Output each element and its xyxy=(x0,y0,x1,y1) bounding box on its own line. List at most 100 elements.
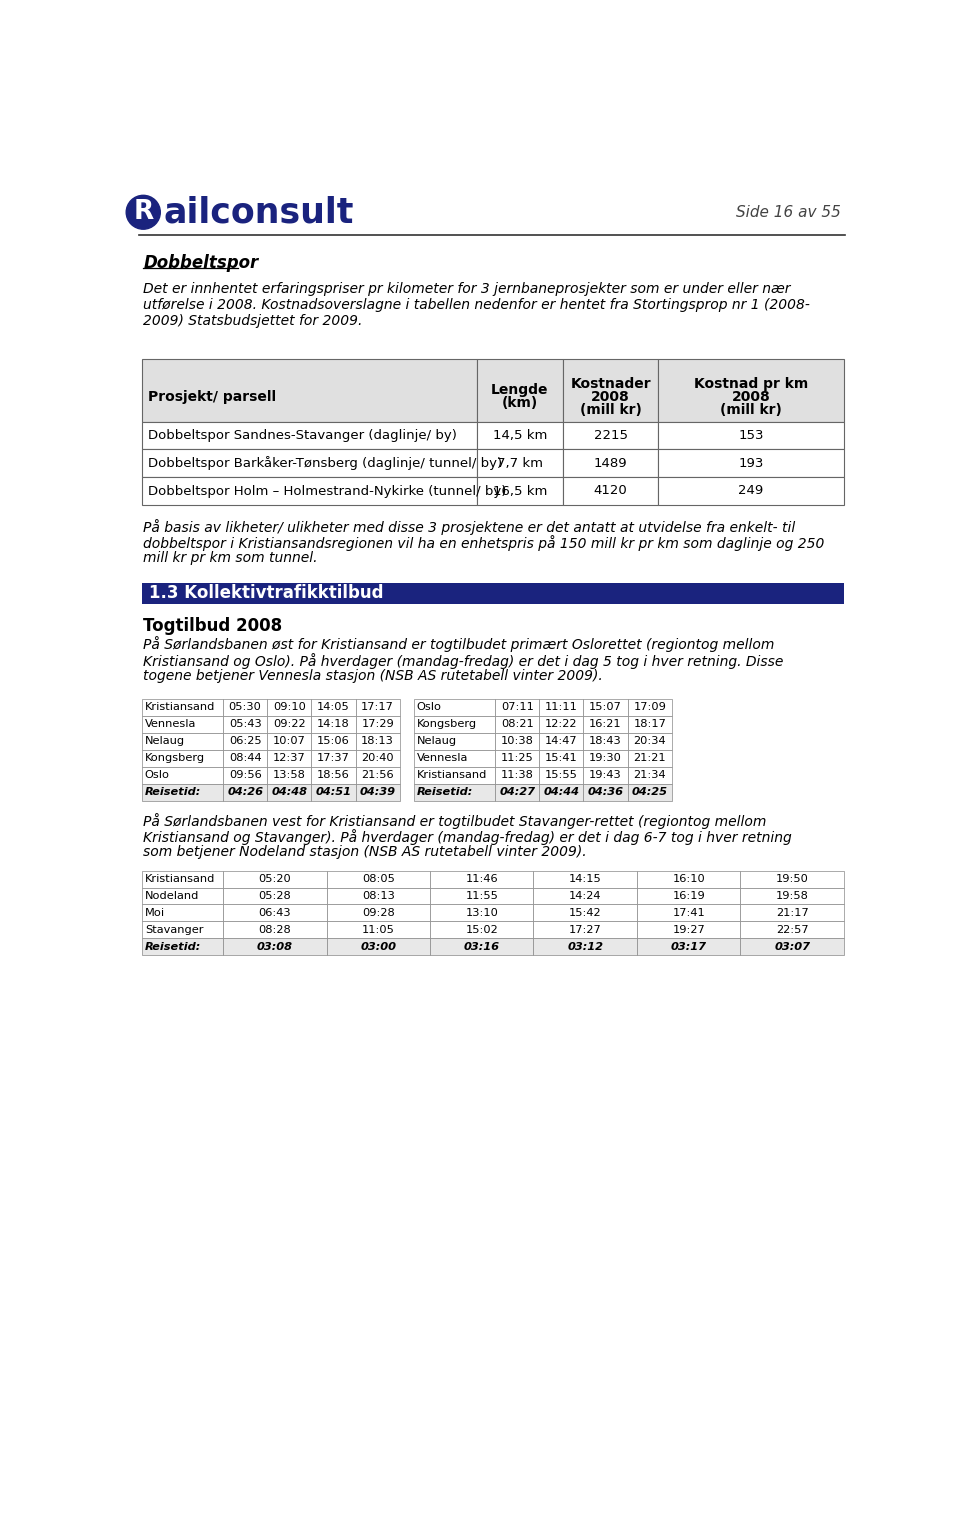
Text: 14:15: 14:15 xyxy=(569,874,602,884)
Text: Prosjekt/ parsell: Prosjekt/ parsell xyxy=(148,390,276,404)
Text: 16,5 km: 16,5 km xyxy=(492,485,547,497)
Bar xyxy=(495,715,540,734)
Bar xyxy=(355,698,399,715)
Text: 09:22: 09:22 xyxy=(273,720,305,729)
Text: 21:56: 21:56 xyxy=(361,770,394,781)
Bar xyxy=(584,784,628,801)
Text: 19:43: 19:43 xyxy=(589,770,622,781)
Bar xyxy=(476,358,564,422)
Bar xyxy=(495,784,540,801)
Text: togene betjener Vennesla stasjon (NSB AS rutetabell vinter 2009).: togene betjener Vennesla stasjon (NSB AS… xyxy=(143,669,603,683)
Bar xyxy=(495,750,540,767)
Bar xyxy=(326,904,430,921)
Bar xyxy=(430,938,534,955)
Bar xyxy=(584,715,628,734)
Bar xyxy=(142,422,476,450)
Bar xyxy=(476,477,564,505)
Bar xyxy=(223,938,326,955)
Bar xyxy=(223,734,267,750)
Text: 04:39: 04:39 xyxy=(360,787,396,798)
Text: 249: 249 xyxy=(738,485,763,497)
Bar xyxy=(540,767,584,784)
Text: 06:25: 06:25 xyxy=(228,737,261,746)
Bar xyxy=(430,871,534,888)
Text: 11:05: 11:05 xyxy=(362,924,395,935)
Text: 2215: 2215 xyxy=(593,429,628,442)
Bar xyxy=(628,784,672,801)
Text: 193: 193 xyxy=(738,458,763,470)
Bar xyxy=(534,888,636,904)
Text: 14:24: 14:24 xyxy=(569,891,602,901)
Text: 15:55: 15:55 xyxy=(545,770,578,781)
Bar xyxy=(326,921,430,938)
Text: 17:09: 17:09 xyxy=(634,703,666,712)
Bar xyxy=(142,583,844,604)
Text: 1.3 Kollektivtrafikktilbud: 1.3 Kollektivtrafikktilbud xyxy=(150,584,384,602)
Text: 17:37: 17:37 xyxy=(317,753,350,762)
Text: 11:38: 11:38 xyxy=(501,770,534,781)
Bar xyxy=(311,784,355,801)
Text: 04:48: 04:48 xyxy=(272,787,307,798)
Bar xyxy=(584,767,628,784)
Text: 16:10: 16:10 xyxy=(672,874,705,884)
Text: Nelaug: Nelaug xyxy=(145,737,185,746)
Text: På Sørlandsbanen øst for Kristiansand er togtilbudet primært Oslorettet (regiont: På Sørlandsbanen øst for Kristiansand er… xyxy=(143,636,775,653)
Text: Det er innhentet erfaringspriser pr kilometer for 3 jernbaneprosjekter som er un: Det er innhentet erfaringspriser pr kilo… xyxy=(143,282,791,296)
Bar xyxy=(740,904,844,921)
Text: På Sørlandsbanen vest for Kristiansand er togtilbudet Stavanger-rettet (regionto: På Sørlandsbanen vest for Kristiansand e… xyxy=(143,813,767,828)
Text: 2008: 2008 xyxy=(591,390,630,404)
Text: 19:30: 19:30 xyxy=(589,753,622,762)
Text: Nodeland: Nodeland xyxy=(145,891,199,901)
Text: 14:18: 14:18 xyxy=(317,720,349,729)
Bar xyxy=(142,888,223,904)
Bar xyxy=(636,871,740,888)
Bar xyxy=(658,477,844,505)
Text: 03:08: 03:08 xyxy=(257,942,293,952)
Text: 14:05: 14:05 xyxy=(317,703,349,712)
Bar xyxy=(223,904,326,921)
Text: Reisetid:: Reisetid: xyxy=(145,942,201,952)
Bar xyxy=(476,422,564,450)
Bar xyxy=(414,784,495,801)
Text: 04:26: 04:26 xyxy=(228,787,263,798)
Text: 09:28: 09:28 xyxy=(362,907,395,918)
Text: 08:05: 08:05 xyxy=(362,874,395,884)
Text: 16:19: 16:19 xyxy=(672,891,705,901)
Text: 04:25: 04:25 xyxy=(632,787,668,798)
Bar xyxy=(142,871,223,888)
Text: 21:17: 21:17 xyxy=(776,907,808,918)
Bar xyxy=(628,715,672,734)
Bar xyxy=(142,715,223,734)
Text: 04:51: 04:51 xyxy=(316,787,351,798)
Text: Kongsberg: Kongsberg xyxy=(417,720,477,729)
Text: 13:10: 13:10 xyxy=(466,907,498,918)
Bar xyxy=(414,715,495,734)
Bar xyxy=(564,477,658,505)
Bar xyxy=(540,734,584,750)
Bar xyxy=(267,715,311,734)
Text: 07:11: 07:11 xyxy=(501,703,534,712)
Bar xyxy=(540,698,584,715)
Bar xyxy=(534,871,636,888)
Text: 09:56: 09:56 xyxy=(228,770,261,781)
Text: 2009) Statsbudsjettet for 2009.: 2009) Statsbudsjettet for 2009. xyxy=(143,314,363,328)
Bar xyxy=(267,734,311,750)
Text: 21:21: 21:21 xyxy=(634,753,666,762)
Text: 03:12: 03:12 xyxy=(567,942,603,952)
Bar xyxy=(740,888,844,904)
Bar xyxy=(495,734,540,750)
Text: 15:06: 15:06 xyxy=(317,737,349,746)
Text: 04:36: 04:36 xyxy=(588,787,624,798)
Bar xyxy=(142,358,476,422)
Bar xyxy=(534,938,636,955)
Text: 15:02: 15:02 xyxy=(466,924,498,935)
Text: 14:47: 14:47 xyxy=(545,737,578,746)
Bar xyxy=(534,921,636,938)
Text: mill kr pr km som tunnel.: mill kr pr km som tunnel. xyxy=(143,551,318,566)
Text: Stavanger: Stavanger xyxy=(145,924,204,935)
Bar xyxy=(142,698,223,715)
Bar xyxy=(142,784,223,801)
Bar xyxy=(636,921,740,938)
Bar xyxy=(740,871,844,888)
Bar xyxy=(564,422,658,450)
